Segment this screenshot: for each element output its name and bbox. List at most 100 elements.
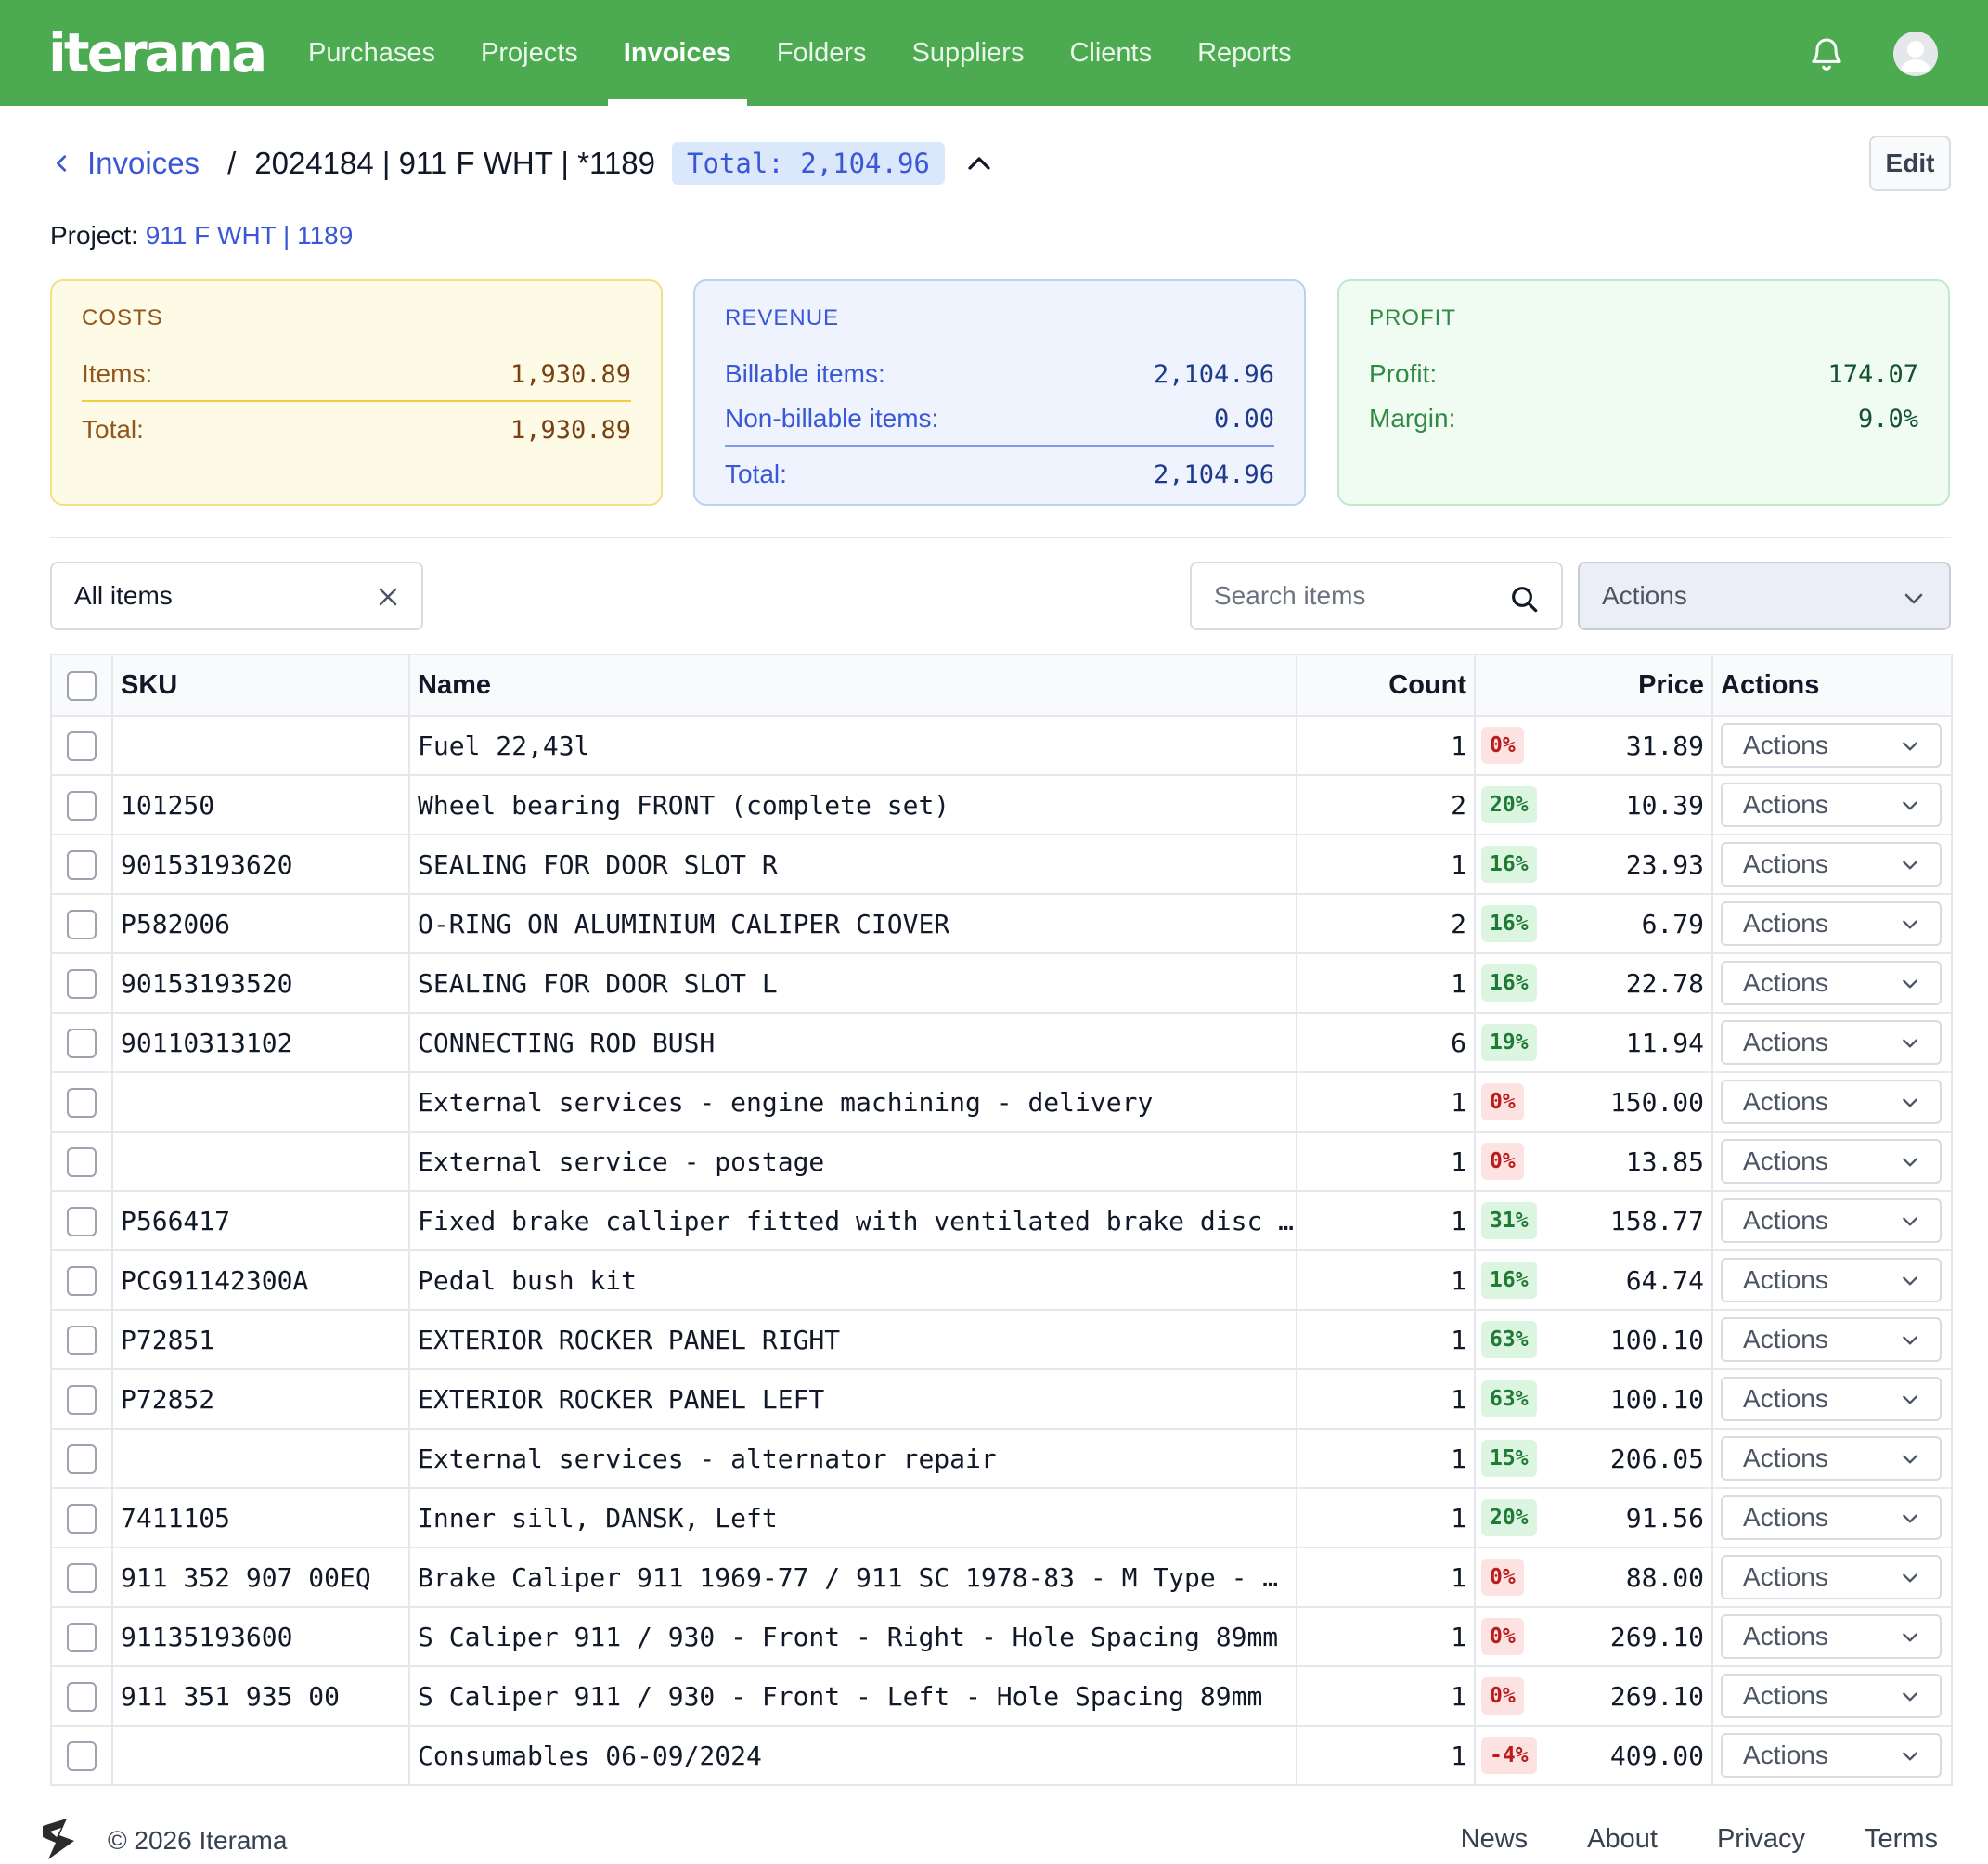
item-filter-select[interactable]: All items	[50, 562, 423, 630]
name-cell: S Caliper 911 / 930 - Front - Left - Hol…	[408, 1665, 1297, 1727]
row-select-cell	[50, 774, 113, 835]
margin-cell: 15%	[1474, 1428, 1551, 1489]
search-icon[interactable]	[1509, 584, 1539, 614]
bell-icon[interactable]	[1808, 33, 1845, 74]
table-row: External services - alternator repair 1 15…	[50, 1428, 1954, 1489]
revenue-card: REVENUE Billable items: 2,104.96 Non-bil…	[693, 279, 1306, 506]
name-header[interactable]: Name	[408, 654, 1297, 717]
project-link[interactable]: 911 F WHT | 1189	[145, 221, 354, 250]
row-select-cell	[50, 893, 113, 954]
close-icon[interactable]	[377, 586, 399, 608]
price-cell: 269.10	[1551, 1606, 1714, 1667]
nav-clients[interactable]: Clients	[1069, 37, 1153, 68]
chevron-down-icon	[1903, 1514, 1917, 1523]
row-actions-dropdown[interactable]: Actions	[1721, 1020, 1943, 1065]
row-actions-dropdown[interactable]: Actions	[1721, 1258, 1943, 1302]
row-actions-dropdown[interactable]: Actions	[1721, 1555, 1943, 1599]
bulk-actions-dropdown[interactable]: Actions	[1578, 562, 1951, 630]
table-row: P582006 O-RING ON ALUMINIUM CALIPER CIOVE…	[50, 893, 1954, 954]
footer-link-news[interactable]: News	[1460, 1824, 1529, 1854]
nav-reports[interactable]: Reports	[1197, 37, 1292, 68]
row-actions-dropdown[interactable]: Actions	[1721, 783, 1943, 827]
row-actions-dropdown[interactable]: Actions	[1721, 1674, 1943, 1718]
row-checkbox[interactable]	[67, 1741, 97, 1771]
row-actions-dropdown[interactable]: Actions	[1721, 1198, 1943, 1243]
row-checkbox[interactable]	[67, 1443, 97, 1474]
row-actions-dropdown[interactable]: Actions	[1721, 1733, 1943, 1778]
count-header[interactable]: Count	[1296, 654, 1476, 717]
iterama-mark-icon[interactable]	[39, 1817, 78, 1861]
price-header[interactable]: Price	[1473, 654, 1714, 717]
row-checkbox[interactable]	[67, 1087, 97, 1118]
select-all-checkbox[interactable]	[67, 670, 97, 701]
avatar[interactable]	[1893, 32, 1938, 76]
nav-invoices[interactable]: Invoices	[607, 0, 747, 106]
margin-cell: 0%	[1474, 1665, 1551, 1727]
row-checkbox[interactable]	[67, 1325, 97, 1355]
table-row: External service - postage 1 0% 13.85 Action…	[50, 1131, 1954, 1192]
name-cell: External services - alternator repair	[408, 1428, 1297, 1489]
footer-link-about[interactable]: About	[1587, 1824, 1658, 1854]
row-select-cell	[50, 1309, 113, 1370]
row-checkbox[interactable]	[67, 849, 97, 880]
back-to-invoices-link[interactable]: Invoices	[52, 146, 200, 181]
chevron-down-icon	[1903, 1633, 1917, 1642]
costs-title: COSTS	[82, 305, 163, 330]
margin-badge: 0%	[1481, 1559, 1524, 1596]
row-checkbox[interactable]	[67, 968, 97, 999]
table-row: 90110313102 CONNECTING ROD BUSH 6 19% 11.94 A…	[50, 1012, 1954, 1073]
row-actions-dropdown[interactable]: Actions	[1721, 1436, 1943, 1481]
row-actions-cell: Actions	[1711, 893, 1954, 954]
margin-badge: 16%	[1481, 846, 1537, 883]
row-checkbox[interactable]	[67, 731, 97, 761]
row-checkbox[interactable]	[67, 1622, 97, 1652]
row-actions-dropdown[interactable]: Actions	[1721, 1080, 1943, 1124]
nav-projects[interactable]: Projects	[481, 37, 578, 68]
sku-cell: P582006	[111, 893, 410, 954]
nav-suppliers[interactable]: Suppliers	[911, 37, 1025, 68]
row-checkbox[interactable]	[67, 1681, 97, 1712]
table-row: PCG91142300A Pedal bush kit 1 16% 64.74 Actio…	[50, 1249, 1954, 1311]
row-actions-dropdown[interactable]: Actions	[1721, 1495, 1943, 1540]
row-checkbox[interactable]	[67, 1503, 97, 1534]
footer-link-privacy[interactable]: Privacy	[1716, 1824, 1806, 1854]
sku-cell	[111, 1428, 410, 1489]
row-actions-dropdown[interactable]: Actions	[1721, 1317, 1943, 1362]
row-checkbox[interactable]	[67, 909, 97, 939]
app-logo[interactable]: iterama	[48, 21, 267, 84]
margin-badge: 0%	[1481, 1143, 1524, 1180]
costs-items-row: Items: 1,930.89	[82, 352, 631, 396]
row-actions-cell: Actions	[1711, 1071, 1954, 1133]
row-actions-dropdown[interactable]: Actions	[1721, 1377, 1943, 1421]
row-actions-cell: Actions	[1711, 952, 1954, 1014]
row-actions-dropdown[interactable]: Actions	[1721, 1139, 1943, 1184]
footer-link-terms[interactable]: Terms	[1865, 1824, 1938, 1854]
sku-header[interactable]: SKU	[111, 654, 410, 717]
chevron-down-icon	[1903, 1455, 1917, 1464]
row-checkbox[interactable]	[67, 1028, 97, 1058]
count-cell: 1	[1296, 952, 1476, 1014]
project-label: Project:	[50, 221, 138, 250]
nav-folders[interactable]: Folders	[776, 37, 867, 68]
row-checkbox[interactable]	[67, 1206, 97, 1236]
row-checkbox[interactable]	[67, 1384, 97, 1415]
row-actions-dropdown[interactable]: Actions	[1721, 901, 1943, 946]
chevron-down-icon	[1903, 1217, 1917, 1226]
row-actions-dropdown[interactable]: Actions	[1721, 1614, 1943, 1659]
chevron-down-icon	[1903, 1395, 1917, 1404]
nav-purchases[interactable]: Purchases	[308, 37, 436, 68]
chevron-down-icon	[1903, 1098, 1917, 1107]
row-checkbox[interactable]	[67, 1265, 97, 1296]
row-checkbox[interactable]	[67, 1562, 97, 1593]
name-cell: SEALING FOR DOOR SLOT R	[408, 834, 1297, 895]
row-actions-label: Actions	[1743, 1622, 1828, 1650]
row-checkbox[interactable]	[67, 790, 97, 821]
search-input[interactable]	[1214, 581, 1492, 611]
table-row: P72851 EXTERIOR ROCKER PANEL RIGHT 1 63% 100…	[50, 1309, 1954, 1370]
edit-button[interactable]: Edit	[1869, 136, 1951, 191]
chevron-up-icon[interactable]	[965, 149, 993, 177]
row-actions-dropdown[interactable]: Actions	[1721, 961, 1943, 1005]
row-actions-dropdown[interactable]: Actions	[1721, 723, 1943, 768]
row-checkbox[interactable]	[67, 1146, 97, 1177]
row-actions-dropdown[interactable]: Actions	[1721, 842, 1943, 887]
